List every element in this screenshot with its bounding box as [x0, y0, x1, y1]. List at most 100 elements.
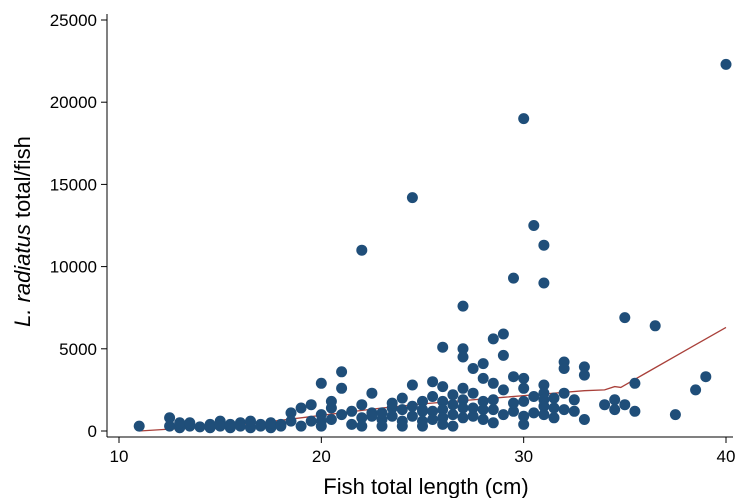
data-point [629, 377, 641, 389]
data-point [457, 300, 469, 312]
data-point [508, 397, 519, 409]
data-point [366, 410, 378, 422]
data-point [497, 384, 509, 396]
data-point [315, 420, 327, 432]
data-point [457, 343, 469, 355]
data-point [417, 395, 428, 407]
data-point [164, 420, 176, 432]
data-point [164, 412, 176, 424]
data-point [487, 394, 499, 406]
data-point [336, 382, 348, 394]
data-point [518, 113, 530, 125]
data-point [417, 404, 428, 416]
data-point [518, 372, 530, 384]
data-point [376, 407, 388, 419]
data-point [720, 58, 732, 70]
data-point [538, 277, 550, 289]
data-point [325, 395, 337, 407]
data-point [386, 410, 398, 422]
data-point [629, 405, 641, 417]
data-point [457, 394, 469, 406]
y-tick-label: 0 [88, 422, 97, 441]
data-point [548, 412, 560, 424]
points-layer [133, 58, 732, 434]
y-tick-label: 15000 [50, 175, 97, 194]
data-point [528, 391, 540, 402]
data-point [558, 363, 570, 374]
data-point [184, 417, 196, 429]
data-point [487, 404, 499, 416]
data-point [396, 420, 408, 432]
data-point [467, 363, 479, 374]
data-point [558, 387, 570, 399]
data-point [295, 420, 307, 432]
y-tick-label: 20000 [50, 93, 97, 112]
data-point [174, 417, 186, 429]
data-point [437, 381, 449, 393]
data-point [508, 371, 519, 383]
data-point [396, 404, 408, 416]
data-point [508, 272, 519, 284]
data-point [457, 402, 469, 414]
data-point [295, 402, 307, 414]
data-point [518, 382, 530, 394]
data-point [386, 397, 398, 409]
data-point [427, 391, 439, 402]
data-point [609, 404, 621, 416]
data-point [406, 400, 418, 412]
data-point [619, 312, 631, 324]
data-point [599, 399, 611, 411]
data-point [346, 418, 358, 430]
data-point [518, 395, 530, 407]
data-point [265, 417, 277, 429]
data-point [497, 349, 509, 361]
y-axis: 0 5000 10000 15000 20000 25000 [50, 11, 108, 441]
data-point [133, 420, 145, 432]
data-point [467, 387, 479, 399]
x-tick-label: 20 [312, 447, 331, 466]
data-point [700, 371, 712, 383]
data-point [467, 410, 479, 422]
data-point [538, 400, 550, 412]
data-point [568, 405, 580, 417]
data-point [315, 377, 327, 389]
data-point [568, 394, 580, 406]
data-point [578, 414, 590, 425]
data-point [214, 420, 226, 432]
y-tick-label: 25000 [50, 11, 97, 30]
data-point [457, 351, 469, 363]
data-point [356, 420, 368, 432]
x-tick-label: 30 [514, 447, 533, 466]
x-axis: 10 20 30 40 [107, 436, 736, 466]
data-point [275, 420, 287, 432]
data-point [548, 392, 560, 404]
data-point [417, 420, 428, 432]
data-point [437, 418, 449, 430]
data-point [457, 382, 469, 394]
data-point [538, 239, 550, 251]
data-point [234, 420, 246, 432]
x-tick-label: 40 [717, 447, 736, 466]
data-point [477, 358, 489, 370]
data-point [487, 377, 499, 389]
data-point [558, 404, 570, 416]
data-point [346, 405, 358, 417]
data-point [518, 410, 530, 422]
data-point [477, 414, 489, 425]
data-point [447, 389, 459, 401]
data-point [376, 420, 388, 432]
data-point [194, 421, 206, 433]
data-point [305, 399, 317, 411]
data-point [447, 409, 459, 421]
data-point [325, 414, 337, 425]
data-point [447, 399, 459, 411]
data-point [366, 387, 378, 399]
data-point [477, 395, 489, 407]
data-point [437, 341, 449, 353]
data-point [305, 415, 317, 427]
data-point [336, 409, 348, 421]
data-point [245, 415, 256, 427]
data-point [538, 379, 550, 391]
data-point [578, 369, 590, 381]
